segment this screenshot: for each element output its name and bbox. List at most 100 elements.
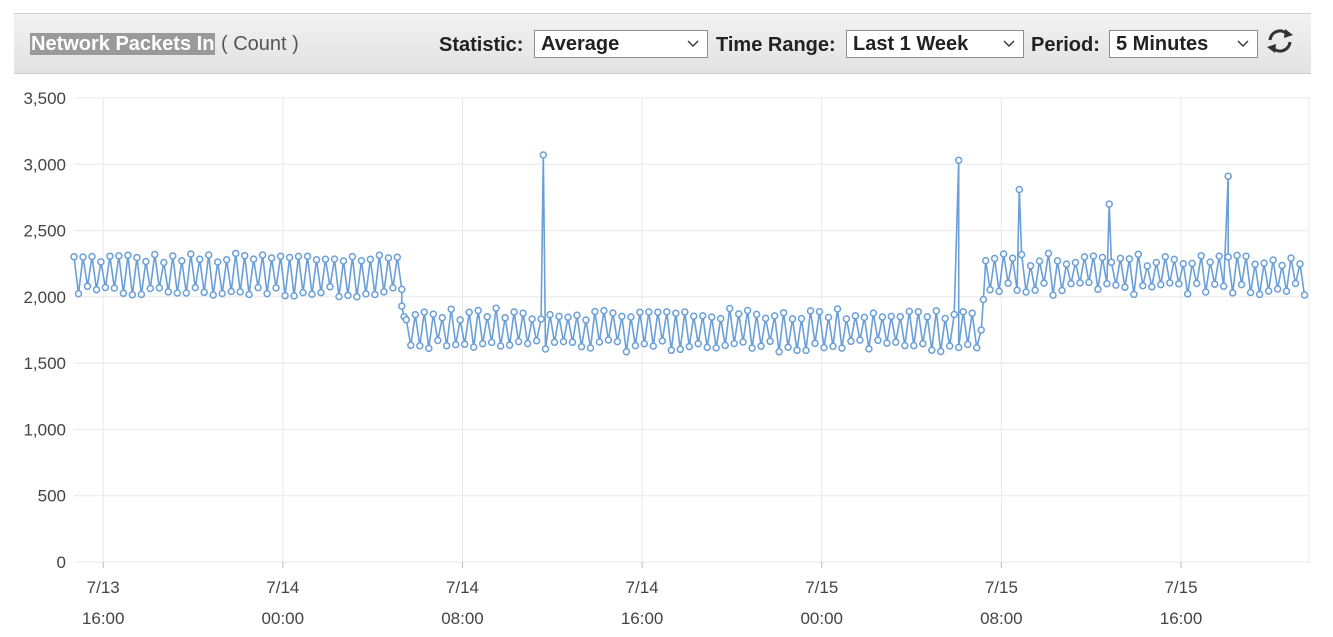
data-point [954, 156, 963, 165]
time-range-value: Last 1 Week [853, 33, 969, 55]
x-axis: 7/13 16:00 7/14 00:00 7/14 08:00 7/14 16:00 7/15… [82, 562, 1202, 628]
data-point [1210, 280, 1219, 288]
data-point [1157, 280, 1165, 289]
refresh-icon[interactable] [1264, 26, 1296, 56]
data-point [936, 347, 945, 356]
data-point [146, 284, 155, 293]
data-point [999, 250, 1008, 258]
data-point [142, 257, 150, 266]
data-point [434, 336, 442, 345]
data-point [743, 306, 752, 315]
data-point [1175, 280, 1183, 288]
data-point [317, 288, 325, 297]
data-point [1215, 252, 1223, 260]
chevron-down-icon [687, 40, 699, 47]
data-point [330, 255, 339, 263]
data-point [1228, 289, 1237, 297]
data-point [110, 284, 119, 292]
data-point [74, 289, 83, 298]
data-point [1260, 259, 1268, 267]
x-tick-date: 7/15 [1164, 578, 1197, 597]
data-point [793, 346, 801, 355]
data-point [1251, 260, 1259, 269]
data-point [425, 344, 433, 353]
data-point [577, 342, 586, 351]
data-point [1053, 257, 1062, 265]
statistic-value: Average [541, 33, 620, 55]
data-point [586, 344, 595, 352]
data-point [173, 289, 182, 297]
x-tick-date: 7/13 [87, 578, 120, 597]
data-point [1004, 279, 1012, 287]
data-point [398, 302, 406, 310]
data-point [1015, 185, 1024, 194]
data-point [681, 308, 689, 316]
y-tick-label: 2,500 [23, 222, 66, 241]
data-point [1296, 260, 1304, 268]
data-point [1152, 258, 1161, 267]
data-point [963, 340, 972, 349]
x-tick-time: 16:00 [1160, 609, 1203, 628]
data-point [187, 250, 195, 258]
data-point [151, 250, 159, 259]
data-point [1278, 261, 1286, 270]
data-point [838, 344, 846, 352]
period-select[interactable]: 5 Minutes [1109, 30, 1258, 58]
data-point [959, 307, 967, 316]
data-point [380, 288, 388, 296]
data-point [537, 315, 545, 323]
data-point [824, 313, 833, 322]
data-point [716, 314, 725, 323]
data-point [1134, 250, 1143, 259]
data-point [1179, 259, 1188, 268]
data-point [600, 306, 608, 315]
data-point [945, 342, 954, 350]
data-point [730, 339, 738, 348]
data-point [896, 312, 905, 321]
data-point [1206, 258, 1214, 266]
data-point [1103, 279, 1111, 288]
data-point [1166, 279, 1174, 287]
data-point [546, 310, 554, 319]
data-point [981, 256, 990, 265]
data-point [775, 348, 783, 356]
data-point [779, 309, 788, 317]
data-point [829, 342, 837, 351]
data-point [1125, 255, 1134, 263]
period-label: Period: [1031, 34, 1100, 56]
data-point [919, 339, 927, 348]
data-point [932, 307, 941, 315]
data-point [272, 284, 280, 292]
data-point [766, 337, 774, 346]
statistic-select[interactable]: Average [534, 30, 708, 58]
data-point [618, 312, 626, 321]
data-point [968, 309, 976, 317]
data-point [869, 309, 878, 317]
data-point [357, 256, 366, 265]
data-point [398, 285, 406, 294]
data-point [294, 252, 303, 261]
data-point [407, 341, 415, 350]
data-point [712, 344, 720, 352]
data-point [119, 289, 128, 298]
data-point [1121, 283, 1129, 291]
data-point [281, 291, 289, 300]
data-point [182, 289, 191, 297]
data-point [532, 336, 541, 345]
data-point [303, 252, 312, 261]
data-point [312, 255, 321, 264]
data-point [124, 251, 132, 260]
data-point [820, 343, 828, 352]
data-point [1224, 172, 1232, 180]
data-point [1300, 291, 1309, 299]
data-point [339, 257, 348, 265]
data-point [1013, 286, 1021, 294]
data-point [101, 283, 110, 292]
data-point [658, 337, 667, 345]
data-point [676, 345, 685, 354]
data-point [514, 337, 523, 346]
data-point [1233, 251, 1241, 260]
time-range-select[interactable]: Last 1 Week [846, 30, 1024, 58]
metric-unit: ( Count ) [220, 33, 299, 55]
y-tick-label: 3,000 [23, 155, 66, 174]
